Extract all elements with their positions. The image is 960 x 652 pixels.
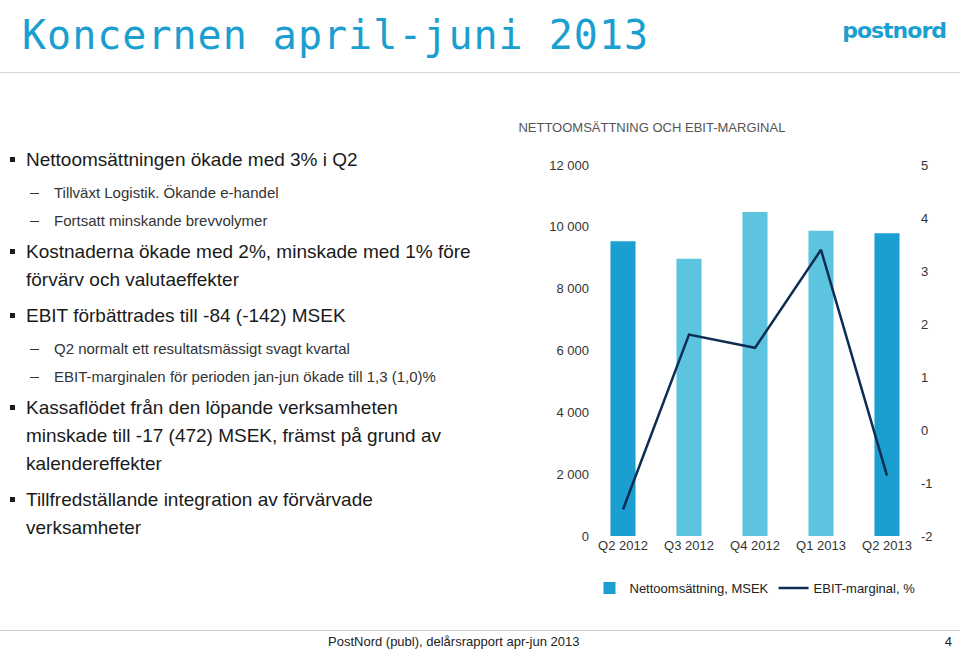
html-text:Koncernen april-juni 2013: Koncernen april-juni 2013: [22, 12, 650, 58]
svg-text:Nettoomsättning, MSEK: Nettoomsättning, MSEK: [630, 581, 769, 596]
html-text:Nettoomsättningen ökade med 3%: Nettoomsättningen ökade med 3% i Q2: [26, 149, 358, 170]
svg-text:8 000: 8 000: [556, 281, 589, 296]
svg-text:NETTOOMSÄTTNING OCH EBIT-MARGI: NETTOOMSÄTTNING OCH EBIT-MARGINAL: [518, 120, 785, 135]
svg-text:0: 0: [582, 529, 589, 544]
svg-text:Q3 2012: Q3 2012: [664, 538, 714, 553]
svg-text:Q4 2012: Q4 2012: [730, 538, 780, 553]
html-text:postnord: postnord: [842, 18, 946, 43]
svg-text:Q2 2012: Q2 2012: [598, 538, 648, 553]
svg-text:6 000: 6 000: [556, 343, 589, 358]
svg-text:3: 3: [921, 264, 928, 279]
html-text:Tillväxt Logistik. Ökande e-ha: Tillväxt Logistik. Ökande e-handel: [54, 184, 279, 201]
svg-text:5: 5: [921, 158, 928, 173]
svg-text:1: 1: [921, 370, 928, 385]
html-text:PostNord (publ), delårsrapport: PostNord (publ), delårsrapport apr-jun 2…: [328, 634, 580, 649]
svg-text:4: 4: [921, 211, 928, 226]
svg-text:4 000: 4 000: [556, 405, 589, 420]
html-text:Tillfredställande integration: Tillfredställande integration av förvärv…: [26, 489, 373, 538]
svg-text:2: 2: [921, 317, 928, 332]
html-text:Kostnaderna ökade med 2%, mins: Kostnaderna ökade med 2%, minskade med 1…: [26, 241, 471, 290]
svg-text:EBIT-marginal, %: EBIT-marginal, %: [814, 581, 916, 596]
svg-text:0: 0: [921, 423, 928, 438]
html-text:Kassaflödet från den löpande v: Kassaflödet från den löpande verksamhete…: [26, 397, 441, 474]
svg-text:-1: -1: [921, 476, 933, 491]
html-text:Fortsatt minskande brevvolymer: Fortsatt minskande brevvolymer: [54, 212, 268, 229]
svg-text:10 000: 10 000: [549, 219, 589, 234]
svg-text:12 000: 12 000: [549, 158, 589, 173]
svg-text:2 000: 2 000: [556, 467, 589, 482]
svg-text:Q2 2013: Q2 2013: [862, 538, 912, 553]
html-text:4: 4: [944, 634, 952, 649]
html-text:Q2 normalt ett resultatsmässig: Q2 normalt ett resultatsmässigt svagt kv…: [54, 340, 350, 357]
html-text:EBIT förbättrades till -84 (-1: EBIT förbättrades till -84 (-142) MSEK: [26, 305, 346, 326]
svg-text:-2: -2: [921, 529, 933, 544]
html-text:EBIT-marginalen för perioden j: EBIT-marginalen för perioden jan-jun öka…: [54, 368, 436, 385]
svg-text:Q1 2013: Q1 2013: [796, 538, 846, 553]
